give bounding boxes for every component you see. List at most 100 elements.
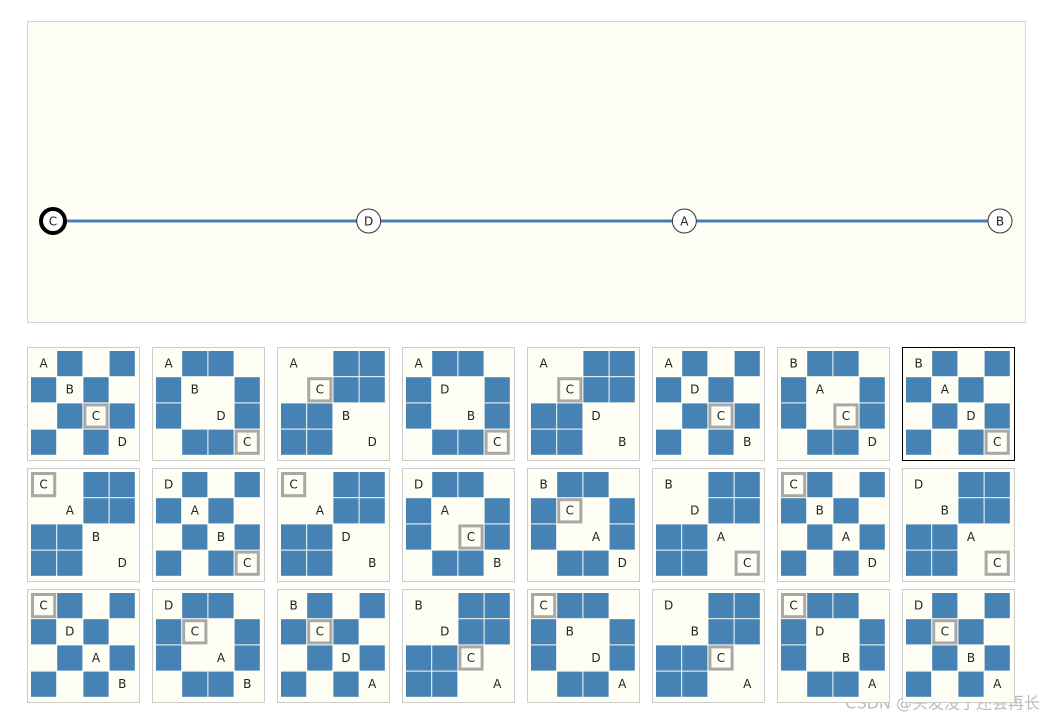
cell-label: A [414, 357, 423, 371]
blue-cell [31, 550, 57, 576]
blue-cell [906, 524, 932, 550]
blue-cell [609, 498, 635, 524]
blue-cell [57, 550, 83, 576]
blue-cell [57, 351, 83, 377]
cell-label: D [690, 504, 699, 518]
blue-cell [807, 472, 833, 498]
track-node [671, 208, 697, 234]
blue-cell [833, 498, 859, 524]
blue-cell [182, 472, 208, 498]
cell-label: A [993, 677, 1002, 691]
highlight-cell [83, 403, 109, 429]
blue-cell [958, 498, 984, 524]
blue-cell [984, 498, 1010, 524]
blue-cell [458, 351, 484, 377]
track-node [356, 208, 382, 234]
blue-cell [432, 645, 458, 671]
blue-cell [807, 351, 833, 377]
blue-cell [682, 671, 708, 697]
cell-label: D [690, 383, 699, 397]
blue-cell [859, 619, 885, 645]
cell-label: D [440, 383, 449, 397]
blue-cell [859, 403, 885, 429]
blue-cell [932, 403, 958, 429]
blue-cell [432, 550, 458, 576]
blue-cell [609, 645, 635, 671]
cell-label: B [664, 478, 672, 492]
blue-cell [234, 377, 260, 403]
blue-cell [932, 645, 958, 671]
cell-label: D [414, 478, 423, 492]
blue-cell [859, 377, 885, 403]
cell-label: B [467, 409, 475, 423]
blue-cell [57, 403, 83, 429]
blue-cell [307, 403, 333, 429]
blue-cell [682, 524, 708, 550]
cell-label: B [691, 625, 699, 639]
highlight-cell [531, 593, 557, 619]
blue-cell [234, 524, 260, 550]
cell-label: A [539, 357, 548, 371]
cell-label: A [592, 530, 601, 544]
blue-cell [984, 593, 1010, 619]
blue-cell [958, 429, 984, 455]
blue-cell [583, 472, 609, 498]
blue-cell [484, 498, 510, 524]
highlight-cell [182, 619, 208, 645]
cell-label: A [493, 677, 502, 691]
blue-cell [734, 403, 760, 429]
blue-cell [83, 429, 109, 455]
highlight-cell [31, 472, 57, 498]
cell-label: A [39, 357, 48, 371]
blue-cell [682, 403, 708, 429]
blue-cell [182, 671, 208, 697]
blue-cell [406, 377, 432, 403]
cell-label: B [539, 478, 547, 492]
cell-label: B [618, 435, 626, 449]
blue-cell [109, 645, 135, 671]
cell-label: D [618, 556, 627, 570]
cell-label: C [316, 625, 324, 639]
blue-cell [458, 550, 484, 576]
blue-cell [682, 550, 708, 576]
blue-cell [109, 472, 135, 498]
cell-label: B [66, 383, 74, 397]
cell-label: B [217, 530, 225, 544]
cell-label: C [717, 409, 725, 423]
blue-cell [208, 550, 234, 576]
blue-cell [432, 351, 458, 377]
cell-label: D [216, 409, 225, 423]
blue-cell [281, 524, 307, 550]
cell-label: B [493, 556, 501, 570]
blue-cell [708, 593, 734, 619]
blue-cell [833, 671, 859, 697]
cell-label: D [341, 651, 350, 665]
highlight-cell [833, 403, 859, 429]
cell-label: B [566, 625, 574, 639]
cell-label: B [816, 504, 824, 518]
blue-cell [484, 377, 510, 403]
blue-cell [281, 671, 307, 697]
blue-cell [234, 645, 260, 671]
blue-cell [458, 429, 484, 455]
blue-cell [57, 645, 83, 671]
blue-cell [484, 524, 510, 550]
blue-cell [557, 671, 583, 697]
cell-label: D [591, 409, 600, 423]
blue-cell [83, 498, 109, 524]
blue-cell [333, 377, 359, 403]
blue-cell [609, 524, 635, 550]
cell-label: C [316, 383, 324, 397]
cell-label: C [39, 478, 47, 492]
blue-cell [307, 593, 333, 619]
cell-label: C [566, 504, 574, 518]
blue-cell [833, 593, 859, 619]
blue-cell [932, 524, 958, 550]
cell-label: D [118, 556, 127, 570]
blue-cell [656, 377, 682, 403]
blue-cell [656, 645, 682, 671]
track-node-label: D [364, 215, 373, 229]
blue-cell [781, 377, 807, 403]
blue-cell [781, 498, 807, 524]
